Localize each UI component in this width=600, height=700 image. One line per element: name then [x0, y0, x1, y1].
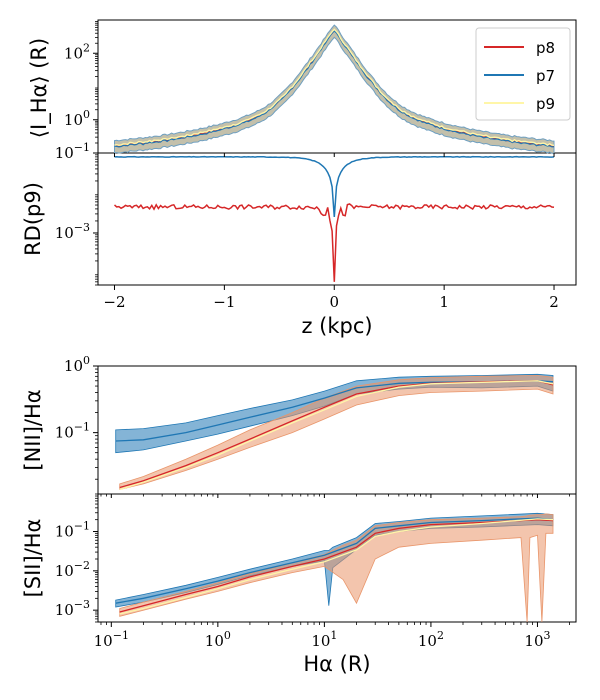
sii-ytick-label: 10−1 — [55, 520, 90, 541]
top-ytick-label: 100 — [64, 108, 90, 129]
legend-label-p8: p8 — [536, 39, 555, 57]
sii-axes — [97, 493, 577, 623]
sii-xlabel: Hα (R) — [303, 652, 370, 676]
nii-series-p9 — [119, 380, 554, 491]
nii-ytick-label: 10−1 — [55, 421, 90, 442]
sii-xtick-label: 10−1 — [94, 629, 129, 650]
nii-band-p8 — [119, 375, 554, 491]
rd-xlabel: z (kpc) — [301, 314, 372, 338]
nii-plot-area — [115, 373, 554, 491]
top-series-p9 — [114, 28, 555, 147]
top-ytick-label: 10−1 — [55, 141, 90, 162]
sii-xtick-label: 102 — [418, 629, 444, 650]
sii-series-p8 — [119, 519, 554, 613]
sii-ytick-label: 10−2 — [55, 559, 90, 580]
top-series-p7 — [114, 30, 554, 148]
legend-label-p9: p9 — [536, 95, 555, 113]
sii-ytick-label: 10−3 — [55, 598, 90, 619]
sii-ylabel: [SII]/Hα — [21, 519, 45, 598]
sii-series-p7 — [115, 517, 554, 604]
sii-plot-area — [115, 512, 554, 623]
top-ylabel: ⟨I_Hα⟩ (R) — [27, 38, 52, 138]
rd-xtick-label: 1 — [439, 293, 449, 311]
sii-xtick-label: 103 — [524, 629, 550, 650]
sii-xtick-label: 101 — [311, 629, 337, 650]
sii-band-p8 — [119, 513, 554, 623]
rd-xtick-label: −2 — [103, 293, 125, 311]
rd-axes — [97, 152, 577, 286]
nii-ylabel: [NII]/Hα — [21, 389, 45, 470]
sii-series-p9 — [119, 518, 554, 615]
rd-series-p7 — [114, 155, 555, 218]
rd-plot-area — [113, 155, 555, 282]
rd-series-p8 — [113, 203, 555, 282]
rd-ylabel: RD(p9) — [21, 182, 45, 256]
sii-xtick-label: 100 — [205, 629, 231, 650]
rd-ytick-label: 10−3 — [55, 221, 90, 242]
tick-marks — [93, 21, 570, 627]
legend-label-p7: p7 — [536, 67, 555, 85]
legend: p8 p7 p9 — [475, 27, 571, 121]
nii-ytick-label: 100 — [64, 354, 90, 375]
rd-xtick-label: −1 — [213, 293, 235, 311]
rd-xtick-label: 0 — [329, 293, 339, 311]
top-ytick-label: 102 — [64, 41, 90, 62]
rd-xtick-label: 2 — [549, 293, 559, 311]
